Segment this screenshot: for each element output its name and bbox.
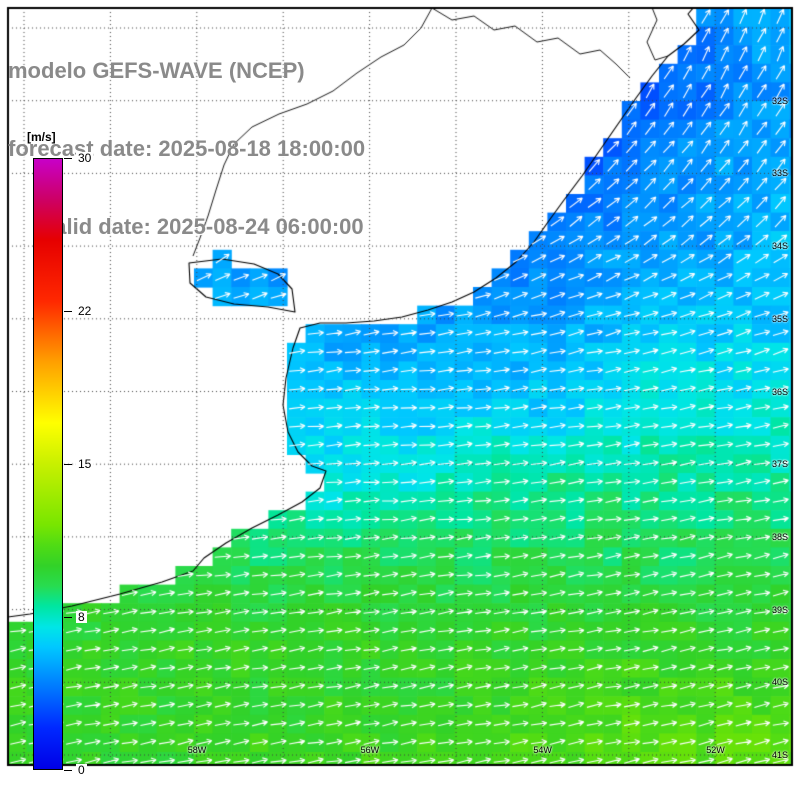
latitude-label: 33S	[772, 168, 789, 179]
latitude-label: 41S	[772, 750, 789, 760]
latitude-label: 40S	[772, 677, 789, 688]
forecast-date-label: forecast date: 2025-08-18 18:00:00	[8, 136, 366, 161]
colorbar-tick-label: 30	[76, 151, 94, 165]
colorbar-tick-mark	[64, 311, 72, 312]
colorbar-tick-label: 15	[76, 457, 94, 471]
latitude-label: 35S	[772, 313, 789, 324]
colorbar-tick-mark	[64, 617, 72, 618]
longitude-label: 54W	[533, 745, 552, 755]
latitude-label: 37S	[772, 459, 789, 470]
colorbar-tick-mark	[64, 158, 72, 159]
latitude-label: 32S	[772, 95, 789, 106]
colorbar-tick-mark	[64, 464, 72, 465]
latitude-label: 38S	[772, 531, 789, 542]
model-title: modelo GEFS-WAVE (NCEP)	[8, 58, 305, 83]
latitude-label: 36S	[772, 386, 789, 397]
longitude-label: 58W	[187, 745, 207, 755]
colorbar-tick-label: 0	[76, 763, 87, 777]
colorbar-units-label: [m/s]	[27, 130, 56, 144]
longitude-label: 52W	[706, 745, 725, 755]
colorbar	[33, 158, 63, 770]
colorbar-tick-mark	[64, 770, 72, 771]
colorbar-tick-label: 8	[76, 610, 87, 624]
longitude-label: 56W	[360, 745, 380, 755]
latitude-label: 34S	[772, 241, 789, 252]
colorbar-tick-label: 22	[76, 304, 94, 318]
latitude-label: 39S	[772, 604, 789, 615]
